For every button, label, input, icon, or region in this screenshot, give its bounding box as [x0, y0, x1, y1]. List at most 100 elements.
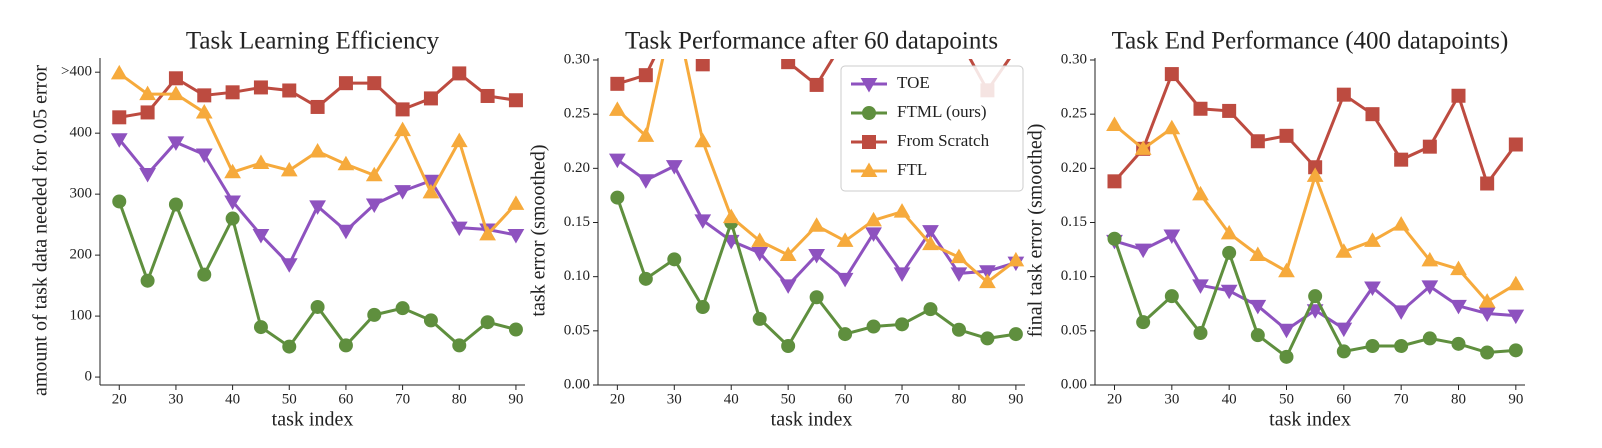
legend-marker [862, 106, 876, 120]
marker [450, 221, 468, 237]
marker [450, 132, 468, 148]
marker [895, 317, 910, 332]
marker [1451, 336, 1466, 351]
marker [751, 246, 769, 262]
marker [252, 154, 270, 170]
x-axis-label: task index [272, 409, 354, 431]
marker [367, 76, 382, 91]
y-tick-label: >400 [61, 64, 92, 80]
marker [337, 224, 355, 240]
marker [195, 103, 213, 119]
x-tick-label: 60 [838, 391, 853, 407]
x-tick-label: 40 [724, 391, 739, 407]
x-tick-label: 90 [1008, 391, 1023, 407]
legend-label: FTL [897, 160, 927, 179]
marker [1336, 87, 1351, 102]
marker [395, 301, 410, 316]
y-tick-label: 200 [70, 247, 93, 263]
marker [1507, 275, 1525, 291]
x-axis-label: task index [771, 409, 853, 431]
marker [1008, 327, 1023, 342]
marker [282, 83, 297, 98]
marker [808, 217, 825, 232]
marker [1335, 243, 1353, 258]
marker [610, 190, 625, 205]
legend-label: From Scratch [897, 131, 990, 150]
chart-title: Task Performance after 60 datapoints [625, 28, 998, 55]
marker [1365, 339, 1380, 353]
marker [866, 319, 881, 334]
y-tick-label: 0.20 [1061, 160, 1087, 176]
marker [1106, 116, 1123, 131]
x-tick-label: 40 [225, 391, 240, 407]
x-tick-label: 80 [452, 391, 467, 407]
y-tick-label: 0 [85, 369, 93, 385]
marker [1278, 262, 1295, 278]
x-tick-label: 60 [338, 391, 353, 407]
x-tick-label: 70 [1394, 391, 1409, 407]
marker [979, 265, 996, 280]
marker [1480, 176, 1495, 191]
x-tick-label: 50 [1279, 391, 1294, 407]
y-axis-label: final task error (smoothed) [1025, 124, 1047, 338]
marker [979, 273, 996, 289]
marker [637, 127, 655, 142]
marker [309, 200, 326, 215]
marker [1478, 293, 1496, 308]
marker [1335, 322, 1353, 338]
y-tick-label: 400 [70, 125, 93, 141]
marker [808, 249, 825, 264]
marker [1308, 289, 1323, 304]
marker [1480, 345, 1495, 360]
marker [480, 315, 495, 330]
plot-area [608, 10, 1025, 353]
legend-marker [862, 135, 876, 149]
marker [694, 214, 712, 229]
marker [1450, 260, 1467, 276]
marker [694, 132, 712, 148]
x-tick-label: 70 [895, 391, 910, 407]
marker [637, 174, 655, 189]
marker [168, 197, 183, 212]
marker [1421, 280, 1439, 295]
marker [1192, 279, 1209, 294]
marker [668, 10, 681, 23]
marker [394, 121, 411, 137]
marker [893, 203, 911, 218]
x-tick-label: 40 [1222, 391, 1237, 407]
marker [1134, 243, 1152, 259]
marker [1107, 231, 1122, 246]
marker [1279, 349, 1294, 364]
marker [1394, 152, 1409, 167]
marker [365, 198, 383, 214]
x-tick-label: 30 [168, 391, 183, 407]
y-tick-label: 0.25 [564, 106, 590, 122]
x-tick-label: 90 [1508, 391, 1523, 407]
marker [665, 160, 683, 175]
marker [923, 302, 938, 317]
y-tick-label: 0.10 [1061, 268, 1087, 284]
marker [395, 102, 410, 117]
x-tick-label: 60 [1336, 391, 1351, 407]
y-tick-label: 100 [70, 308, 93, 324]
y-tick-label: 0.00 [1061, 376, 1087, 392]
marker [1249, 299, 1267, 315]
marker [195, 148, 213, 164]
marker [695, 59, 710, 72]
marker [253, 80, 268, 95]
y-axis-label: task error (smoothed) [528, 144, 550, 316]
marker [1422, 331, 1437, 346]
marker [608, 153, 626, 169]
y-tick-label: 0.20 [564, 160, 590, 176]
x-tick-label: 50 [282, 391, 297, 407]
marker [838, 327, 853, 342]
marker [1164, 289, 1179, 304]
marker [610, 76, 625, 91]
y-axis-label: amount of task data needed for 0.05 erro… [30, 65, 52, 396]
marker [310, 99, 325, 114]
marker [722, 208, 740, 224]
marker [752, 311, 767, 326]
x-tick-label: 70 [395, 391, 410, 407]
marker [280, 258, 298, 273]
